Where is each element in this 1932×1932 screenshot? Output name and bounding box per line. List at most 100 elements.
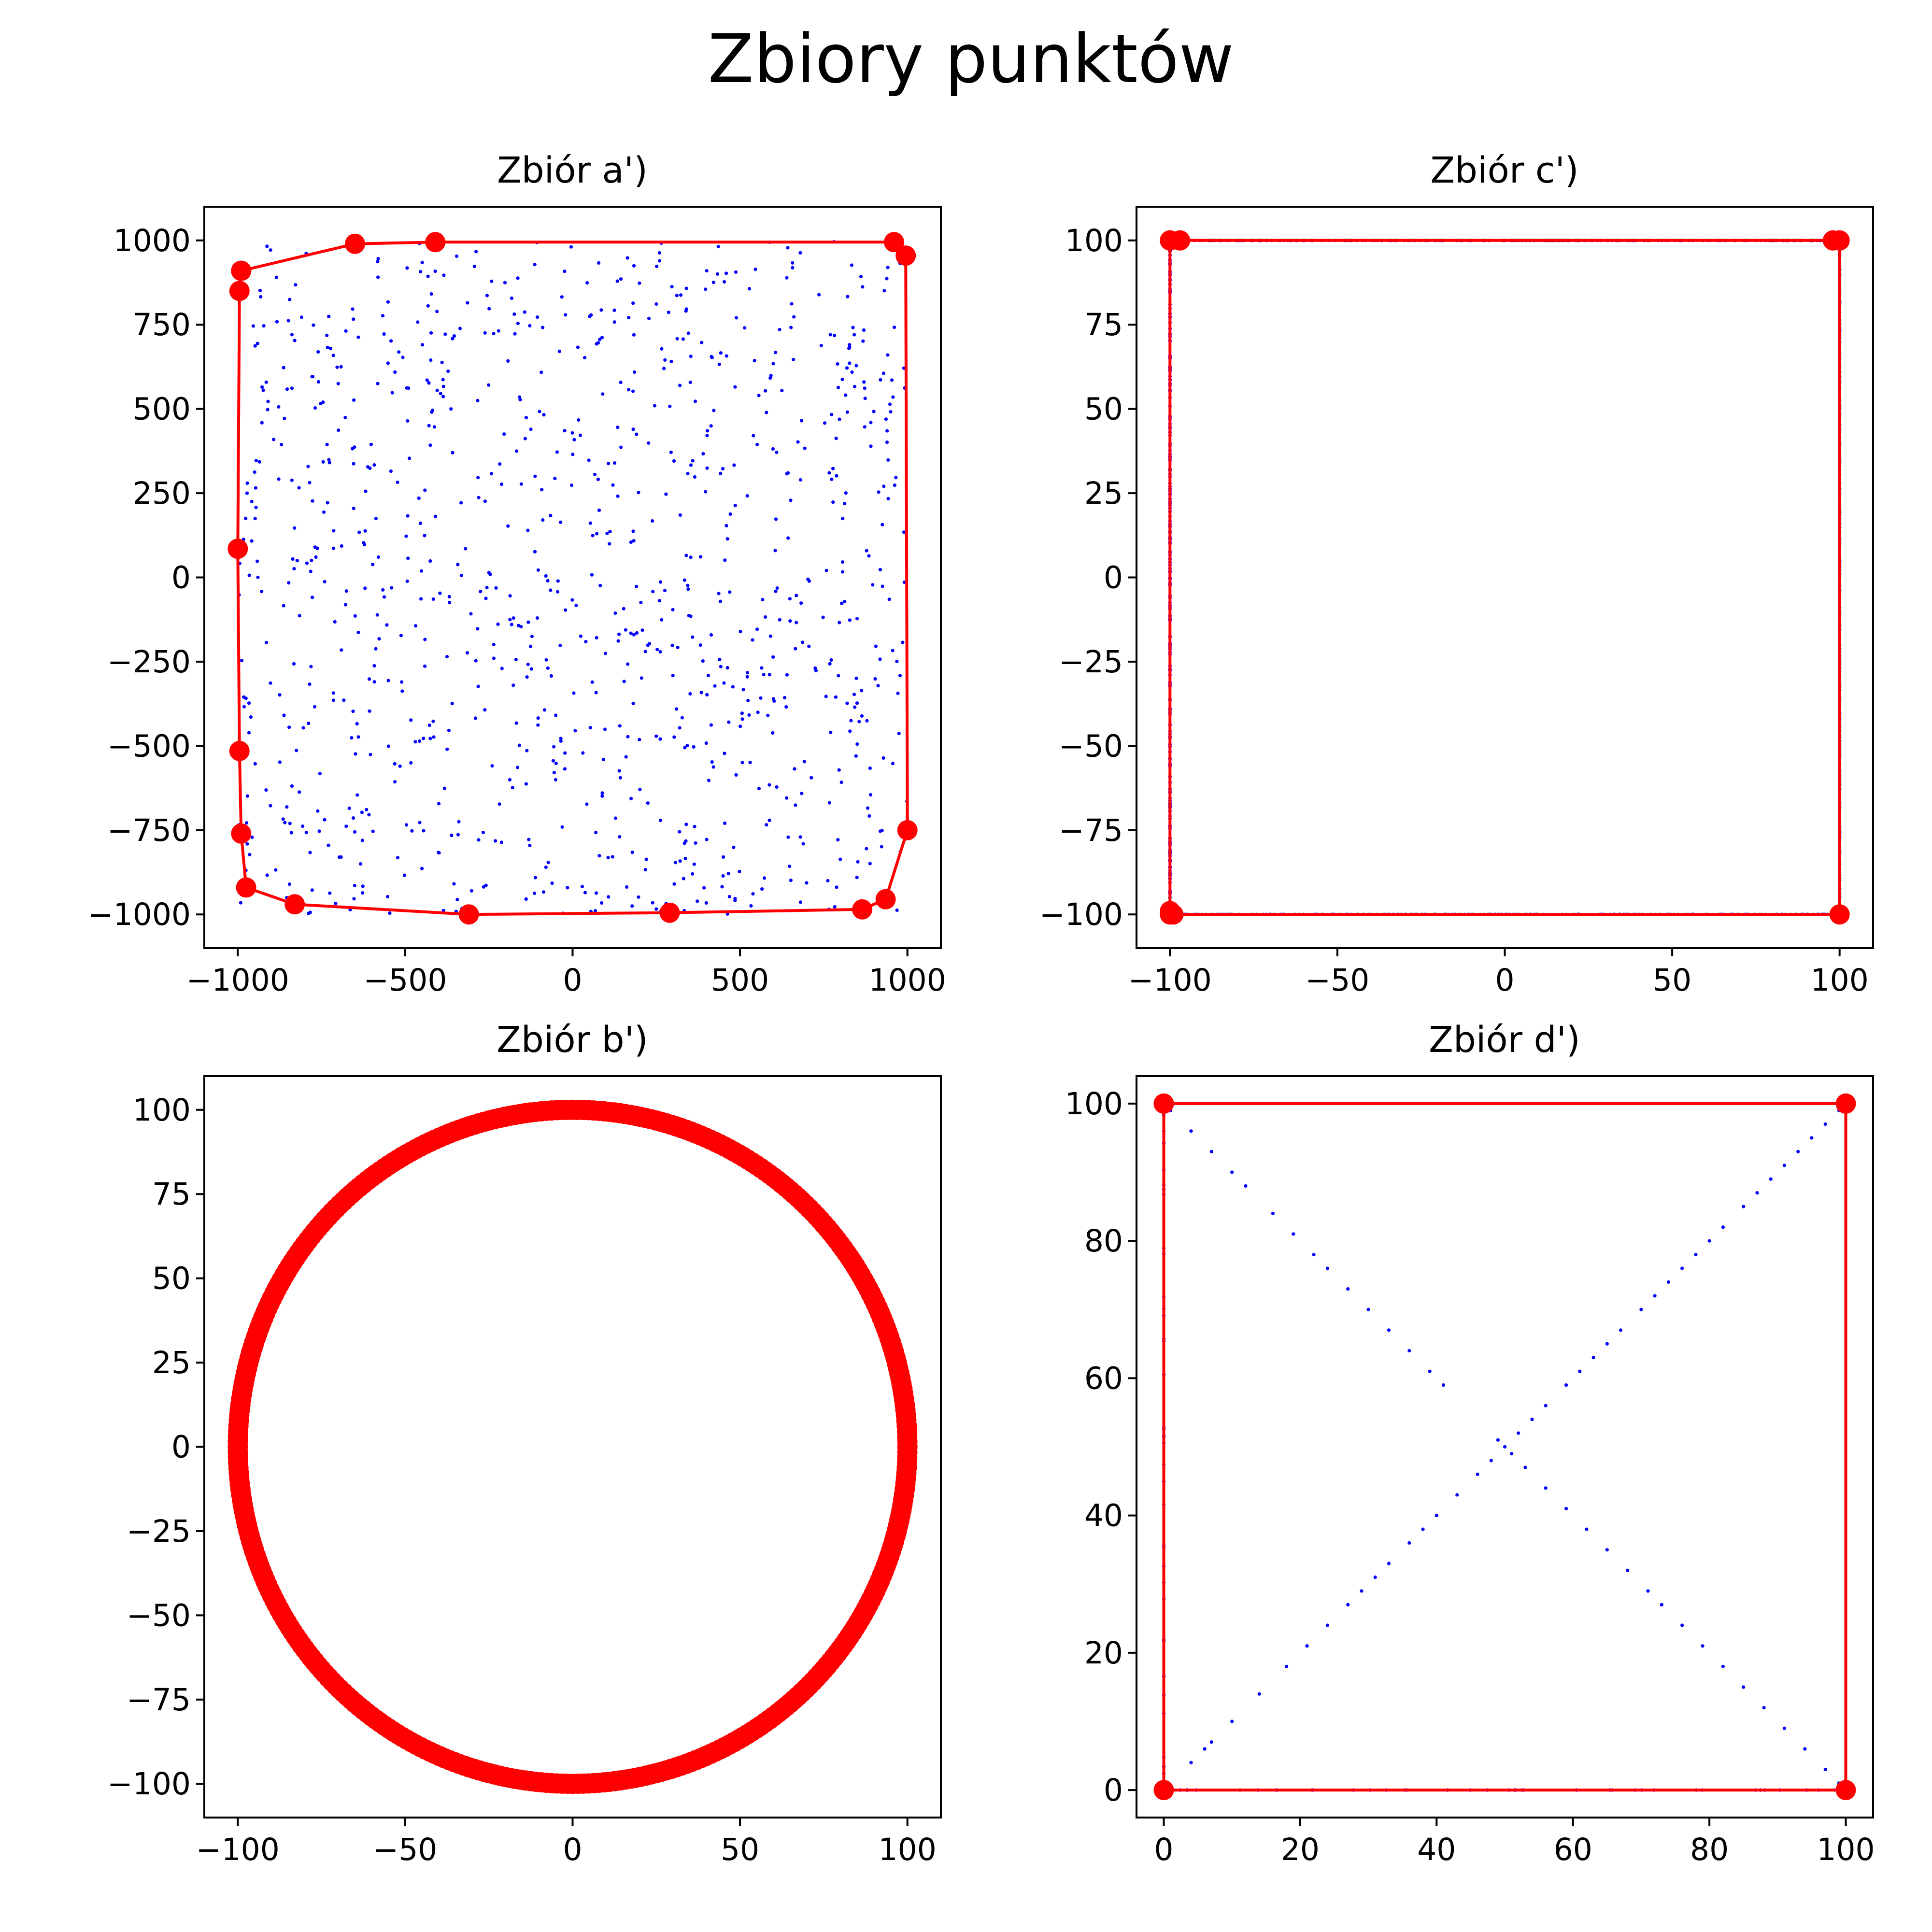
- panel-a-point-60: [632, 333, 636, 337]
- panel-a-point-966: [321, 400, 325, 404]
- panel-a-point-467: [376, 260, 380, 264]
- panel-a-point-763: [893, 326, 896, 329]
- panel-a-point-309: [585, 802, 589, 806]
- panel-a-point-23: [705, 838, 709, 841]
- panel-a-point-63: [669, 450, 673, 455]
- panel-a-point-928: [416, 320, 420, 324]
- panel-a-point-378: [549, 513, 553, 517]
- panel-a-point-573: [872, 410, 876, 413]
- panel-a-hull-vertex-12: [231, 823, 252, 844]
- panel-a-point-402: [435, 310, 439, 313]
- panel-a-point-349: [833, 905, 837, 909]
- panel-a-point-145: [265, 244, 269, 248]
- panel-a-point-19: [740, 761, 744, 765]
- panel-d-point-32: [1707, 1239, 1711, 1243]
- panel-a-point-333: [828, 662, 832, 666]
- panel-a-point-678: [311, 499, 314, 503]
- panel-a-hull-vertex-15: [229, 281, 250, 301]
- panel-a-point-161: [719, 351, 723, 355]
- panel-a-point-549: [778, 327, 781, 331]
- panel-d-point-66: [1660, 1603, 1663, 1606]
- panel-a-point-151: [555, 450, 559, 454]
- panel-a-point-316: [418, 521, 423, 525]
- panel-a-point-206: [564, 608, 568, 612]
- panel-a-point-207: [553, 476, 557, 481]
- panel-a-point-531: [600, 336, 604, 340]
- panel-a-point-91: [440, 360, 444, 365]
- panel-a-frame: [203, 206, 942, 949]
- panel-a-point-823: [767, 818, 771, 822]
- panel-a-point-793: [786, 246, 790, 250]
- panel-a-point-93: [723, 558, 727, 562]
- panel-a-point-35: [596, 341, 600, 345]
- panel-a-point-250: [637, 895, 640, 899]
- panel-c-xtick-label-1: −50: [1305, 963, 1369, 998]
- panel-a-point-611: [685, 743, 689, 748]
- panel-a-point-776: [445, 747, 449, 751]
- panel-a-point-675: [512, 312, 516, 316]
- panel-c-ytick-label-2: −50: [1059, 728, 1123, 764]
- panel-a-point-781: [603, 652, 607, 655]
- panel-a-point-262: [607, 895, 611, 899]
- panel-a-point-926: [423, 638, 427, 641]
- panel-a-point-404: [519, 482, 523, 486]
- panel-a-point-473: [544, 574, 548, 578]
- panel-a-point-860: [313, 705, 317, 709]
- panel-a-hull-vertex-14: [227, 539, 248, 559]
- panel-a-point-762: [853, 705, 857, 709]
- panel-a-point-522: [492, 332, 496, 336]
- panel-d-point-64: [1626, 1568, 1630, 1572]
- panel-a-point-7: [624, 755, 628, 759]
- panel-a-point-360: [571, 453, 575, 456]
- panel-a-point-476: [364, 489, 368, 493]
- panel-a-point-453: [762, 876, 767, 880]
- panel-a-point-209: [612, 320, 616, 324]
- panel-a-point-45: [775, 450, 779, 455]
- panel-a-point-655: [889, 410, 893, 414]
- panel-a-point-160: [890, 378, 894, 382]
- panel-a-point-499: [618, 776, 622, 780]
- panel-b-ytick-label-5: 25: [152, 1345, 191, 1380]
- panel-a-xtick-label-4: 1000: [869, 963, 946, 998]
- panel-a-point-318: [295, 559, 299, 563]
- panel-a-point-260: [638, 788, 642, 792]
- panel-a-point-126: [452, 334, 456, 338]
- panel-a-point-837: [500, 667, 504, 670]
- panel-a-point-676: [726, 872, 730, 876]
- panel-a-point-643: [401, 355, 405, 359]
- panel-a-point-767: [449, 407, 453, 411]
- panel-a-point-28: [516, 276, 520, 280]
- panel-a-point-598: [658, 259, 662, 263]
- panel-a-point-679: [701, 659, 705, 663]
- panel-a-point-553: [881, 523, 884, 526]
- panel-a-point-672: [316, 350, 320, 354]
- panel-a-ytick-label-6: 500: [133, 392, 191, 427]
- panel-a-point-733: [768, 376, 772, 380]
- panel-a-point-621: [260, 421, 264, 425]
- panel-b-ytick-label-3: −25: [127, 1514, 191, 1549]
- panel-a-point-789: [702, 886, 706, 890]
- panel-a-point-10: [311, 596, 314, 599]
- panel-a-point-295: [549, 588, 553, 592]
- panel-c-hull-vertex-8: [1160, 230, 1180, 251]
- panel-a-point-897: [490, 279, 494, 283]
- panel-a-point-846: [880, 845, 883, 849]
- panel-a-point-511: [256, 341, 259, 345]
- panel-a-point-358: [253, 762, 257, 766]
- panel-d-xtick-label-1: 20: [1281, 1832, 1320, 1867]
- panel-a-point-361: [600, 794, 604, 798]
- panel-a-point-471: [596, 477, 600, 482]
- panel-a-point-876: [563, 429, 567, 433]
- panel-a-point-475: [376, 257, 380, 261]
- panel-a-point-180: [631, 529, 635, 533]
- panel-a-point-945: [728, 590, 732, 594]
- panel-a-point-323: [308, 481, 312, 484]
- panel-a-point-430: [857, 720, 861, 724]
- panel-a-point-654: [884, 417, 888, 421]
- panel-a-point-356: [497, 802, 501, 806]
- panel-a-point-583: [869, 444, 873, 448]
- panel-a-point-117: [611, 855, 614, 859]
- panel-a-point-507: [309, 665, 313, 668]
- panel-a-point-406: [874, 644, 878, 648]
- panel-a-point-692: [485, 585, 489, 590]
